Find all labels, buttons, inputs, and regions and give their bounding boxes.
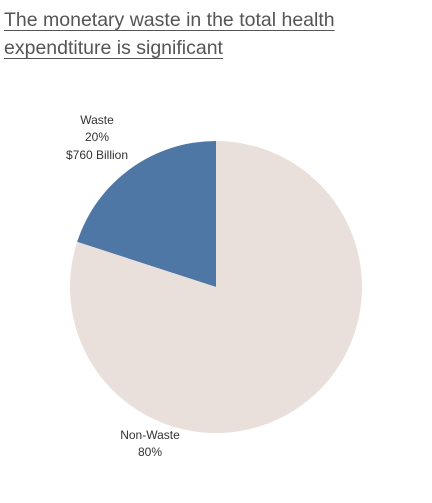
pie: [69, 141, 363, 434]
annotation: $760 Billion: [66, 148, 128, 162]
slice-label: Waste: [80, 113, 114, 127]
value-label: 80%: [138, 445, 162, 459]
pie-slice: [69, 141, 363, 434]
slice-label: Non-Waste: [120, 428, 180, 442]
value-label: 20%: [85, 130, 109, 144]
pie-slice: [77, 141, 216, 287]
chart-title: The monetary waste in the total health e…: [4, 9, 335, 59]
